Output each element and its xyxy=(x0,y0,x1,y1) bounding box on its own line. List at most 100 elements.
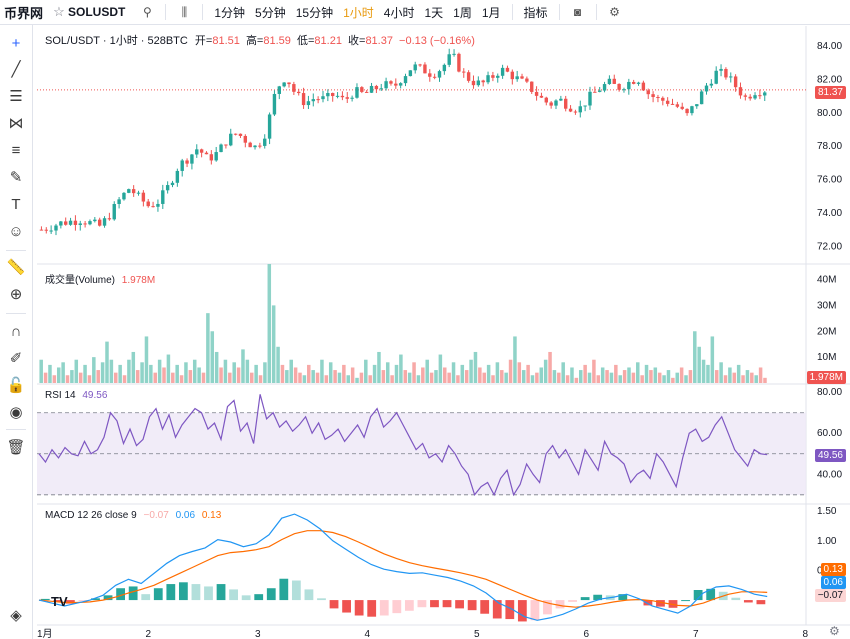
candle-body xyxy=(491,75,495,78)
legend-high-label: 高= xyxy=(245,35,264,47)
legend-high: 81.59 xyxy=(263,35,291,47)
candle-body xyxy=(267,114,272,139)
volume-bar xyxy=(179,375,184,383)
macd-histogram-bar xyxy=(404,600,414,611)
candle-body xyxy=(520,76,524,79)
candle-body xyxy=(418,64,422,66)
macd-histogram-bar xyxy=(756,600,766,605)
interval-15m[interactable]: 15分钟 xyxy=(295,5,334,20)
macd-histogram-bar xyxy=(91,598,100,601)
volume-bar xyxy=(350,367,355,383)
interval-1mo[interactable]: 1月 xyxy=(481,5,501,20)
volume-bar xyxy=(587,372,592,383)
site-logo[interactable]: 币界网 xyxy=(4,5,44,21)
macd-histogram-bar xyxy=(178,582,188,601)
volume-bar xyxy=(333,370,337,383)
crosshair-icon[interactable]: + xyxy=(11,35,21,52)
settings-gear-icon[interactable]: ⚙ xyxy=(829,624,840,638)
candle-body xyxy=(530,81,534,92)
symbol-name[interactable]: SOLUSDT xyxy=(68,5,126,19)
volume-bar xyxy=(122,375,127,383)
macd-histogram-bar xyxy=(555,600,565,609)
emoji-icon[interactable]: ☺ xyxy=(8,223,24,240)
macd-histogram-bar xyxy=(430,600,439,608)
candle-body xyxy=(607,78,612,85)
gear-icon[interactable]: ⚙ xyxy=(609,5,620,19)
indicators-button[interactable]: 指标 xyxy=(523,5,548,20)
volume-bar xyxy=(741,375,745,383)
eye-icon[interactable]: ◉ xyxy=(9,404,23,421)
macd-histogram-bar xyxy=(204,586,213,601)
candle-body xyxy=(476,80,481,86)
volume-bar xyxy=(640,375,644,383)
macd-histogram-bar xyxy=(291,580,301,601)
volume-bar xyxy=(127,359,131,383)
candle-body xyxy=(661,97,665,101)
interval-1m[interactable]: 1分钟 xyxy=(214,5,246,20)
horizontal-lines-icon[interactable]: ☰ xyxy=(9,88,23,105)
interval-5m[interactable]: 5分钟 xyxy=(255,5,286,20)
volume-bar xyxy=(438,354,443,383)
text-icon[interactable]: T xyxy=(11,196,21,213)
macd-histogram-bar xyxy=(141,594,151,601)
interval-1h[interactable]: 1小时 xyxy=(343,5,374,20)
volume-bar xyxy=(517,362,522,383)
candle-body xyxy=(335,95,340,97)
rsi-label: RSI 14 xyxy=(45,390,76,401)
candle-body xyxy=(510,71,515,80)
volume-bar xyxy=(679,367,684,383)
candle-body xyxy=(97,219,102,226)
volume-bar xyxy=(206,313,210,383)
volume-bar xyxy=(473,351,478,383)
interval-1d[interactable]: 1天 xyxy=(424,5,444,20)
favorite-star-icon[interactable]: ☆ xyxy=(53,4,65,19)
candle-type-icon[interactable]: ⫼ xyxy=(181,4,188,19)
candle-body xyxy=(408,70,413,77)
layers-icon[interactable]: ◈ xyxy=(10,607,22,624)
trash-icon[interactable]: 🗑 xyxy=(6,439,26,456)
zoom-in-icon[interactable]: ⊕ xyxy=(9,286,23,303)
volume-bar xyxy=(719,362,723,383)
fib-icon[interactable]: ≡ xyxy=(11,142,21,159)
interval-4h[interactable]: 4小时 xyxy=(383,5,415,20)
candle-body xyxy=(64,221,68,225)
rsi-line xyxy=(38,394,768,497)
macd-histogram-bar xyxy=(367,600,377,617)
volume-bar xyxy=(745,370,750,383)
volume-bar xyxy=(210,331,215,383)
volume-bar xyxy=(504,372,508,383)
volume-bar xyxy=(153,372,157,383)
magnet-icon[interactable]: ∩ xyxy=(10,323,22,340)
volume-bar xyxy=(666,370,671,383)
lock-icon[interactable]: 🔓 xyxy=(6,377,26,394)
volume-bar xyxy=(118,364,122,383)
candle-body xyxy=(224,144,228,146)
volume-bar xyxy=(245,359,250,383)
volume-bar xyxy=(491,375,495,383)
brush-icon[interactable]: ✎ xyxy=(9,169,23,186)
candle-body xyxy=(253,145,257,148)
volume-bar xyxy=(328,362,333,383)
search-icon[interactable]: ⚲ xyxy=(142,5,152,19)
volume-bar xyxy=(653,367,658,383)
volume-bar xyxy=(276,346,280,383)
volume-bar xyxy=(513,336,517,383)
candle-body xyxy=(316,99,320,101)
candle-body xyxy=(500,67,505,76)
ruler-icon[interactable]: 📏 xyxy=(6,259,26,276)
volume-bar xyxy=(289,359,293,383)
time-axis-tick: 4 xyxy=(365,629,371,639)
candle-body xyxy=(505,67,510,72)
lock-drawing-icon[interactable]: ✐ xyxy=(9,350,23,367)
trendline-icon[interactable]: ╱ xyxy=(11,61,21,78)
candle-body xyxy=(646,90,650,95)
pattern-icon[interactable]: ⋈ xyxy=(8,115,24,132)
camera-icon[interactable]: ◙ xyxy=(573,5,582,19)
volume-bar xyxy=(311,370,315,383)
interval-1w[interactable]: 1周 xyxy=(453,5,472,20)
price-axis-tick: 74.00 xyxy=(817,208,842,219)
candle-body xyxy=(78,223,82,225)
volume-bar xyxy=(223,359,228,383)
volume-bar xyxy=(429,372,434,383)
